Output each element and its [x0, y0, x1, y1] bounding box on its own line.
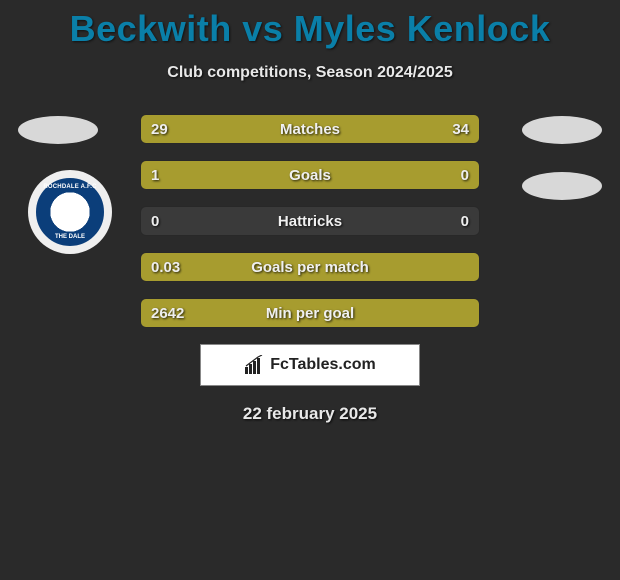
- stat-label: Hattricks: [141, 207, 479, 235]
- stat-label: Min per goal: [141, 299, 479, 327]
- comparison-arena: ROCHDALE A.F.C THE DALE 2934Matches 10Goa…: [0, 114, 620, 424]
- player-left-avatar-placeholder: [18, 116, 98, 144]
- club-left-badge-inner: ROCHDALE A.F.C THE DALE: [36, 178, 104, 246]
- stat-bars: 2934Matches 10Goals 00Hattricks 0.03Goals p…: [140, 114, 480, 328]
- club-left-badge: ROCHDALE A.F.C THE DALE: [28, 170, 112, 254]
- bar-chart-icon: [244, 355, 264, 375]
- brand-text: FcTables.com: [270, 356, 376, 374]
- stat-row: 10Goals: [140, 160, 480, 190]
- stat-row: 2642Min per goal: [140, 298, 480, 328]
- stat-label: Goals: [141, 161, 479, 189]
- comparison-subtitle: Club competitions, Season 2024/2025: [0, 64, 620, 82]
- comparison-title: Beckwith vs Myles Kenlock: [0, 0, 620, 50]
- stat-row: 0.03Goals per match: [140, 252, 480, 282]
- stat-row: 2934Matches: [140, 114, 480, 144]
- club-right-badge-placeholder: [522, 172, 602, 200]
- club-badge-bottom-text: THE DALE: [39, 234, 101, 240]
- player-right-avatar-placeholder: [522, 116, 602, 144]
- stat-row: 00Hattricks: [140, 206, 480, 236]
- club-badge-top-text: ROCHDALE A.F.C: [39, 184, 101, 190]
- stat-label: Matches: [141, 115, 479, 143]
- brand-box: FcTables.com: [200, 344, 420, 386]
- stat-label: Goals per match: [141, 253, 479, 281]
- comparison-date: 22 february 2025: [0, 404, 620, 424]
